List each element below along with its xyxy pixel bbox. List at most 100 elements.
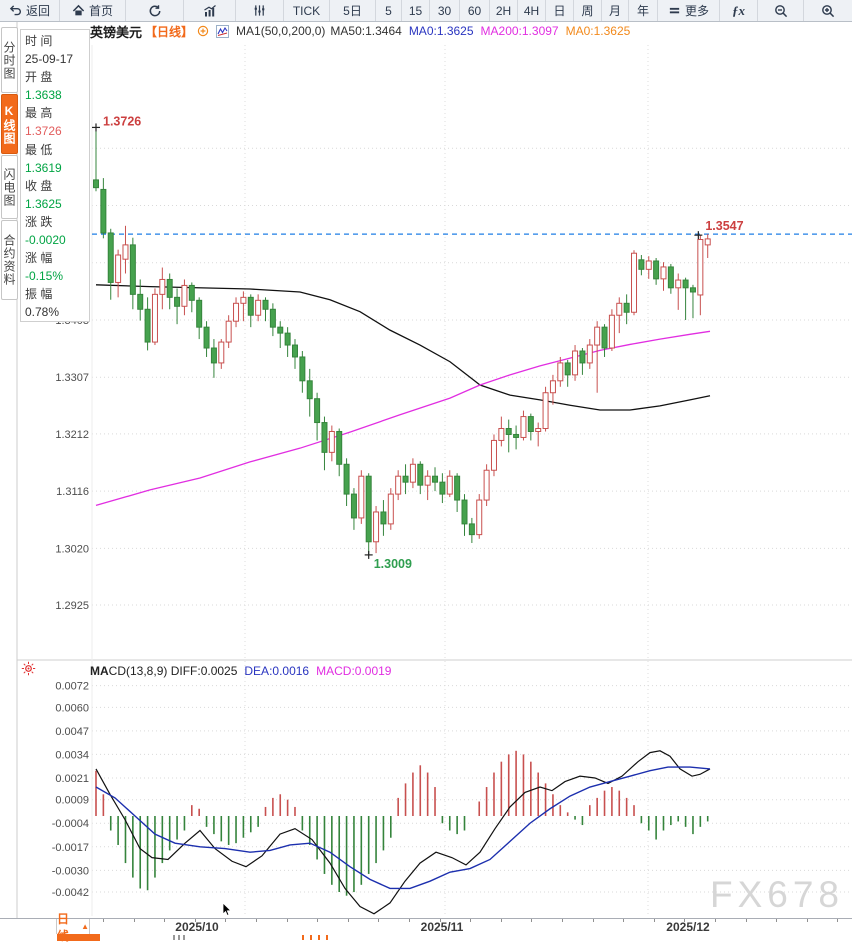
period-month-button[interactable]: 月 [602, 0, 629, 21]
svg-text:-0.0004: -0.0004 [52, 818, 89, 830]
chart-header: 英镑美元 【日线】 MA1(50,0,200,0) MA50:1.3464 MA… [90, 23, 631, 40]
period-30m-button[interactable]: 30 [430, 0, 460, 21]
time-axis-label: 2025/12 [666, 920, 710, 934]
time-axis-tick [195, 919, 196, 922]
zoom-out-button[interactable] [758, 0, 804, 21]
sidebar-tab-label: 合约资料 [2, 234, 16, 286]
period-day-button[interactable]: 日 [546, 0, 574, 21]
add-indicator-icon[interactable] [197, 25, 209, 37]
candles-group [93, 127, 711, 555]
period-4h-label: 4H [523, 3, 540, 18]
bottom-panel-partial [57, 934, 100, 941]
back-button[interactable]: 返回 [0, 0, 60, 21]
fx-icon: ƒx [732, 2, 745, 18]
svg-text:1.3726: 1.3726 [103, 114, 141, 128]
sidebar-tab-timeshare[interactable]: 分时图 [1, 27, 18, 93]
info-value: -0.0020 [25, 233, 66, 248]
diff-line [95, 750, 711, 915]
svg-text:1.3307: 1.3307 [55, 372, 89, 384]
period-month-label: 月 [608, 4, 621, 18]
macd-macd-value: MACD:0.0019 [316, 664, 392, 678]
refresh-button[interactable] [126, 0, 184, 21]
ma200-line [95, 330, 711, 507]
ma0-value-blue: MA0:1.3625 [408, 24, 474, 38]
indicator-config-icon[interactable] [21, 661, 36, 681]
svg-text:0.0060: 0.0060 [55, 702, 89, 714]
ma50-value: MA50:1.3464 [330, 24, 402, 38]
menu-icon [669, 7, 680, 14]
period-60m-label: 60 [467, 3, 482, 18]
time-axis-tick [378, 919, 379, 922]
info-value: 1.3726 [25, 124, 62, 139]
sidebar-tab-kline[interactable]: K线图 [1, 94, 18, 154]
period-day-label: 日 [553, 4, 566, 18]
period-5d-label: 5日 [343, 4, 362, 18]
dea-line [95, 766, 711, 890]
chevron-up-icon: ▲ [81, 922, 89, 931]
time-axis-tick [103, 919, 104, 922]
info-value: 1.3619 [25, 160, 62, 175]
period-tag: 【日线】 [145, 24, 194, 39]
time-axis-tick [654, 919, 655, 922]
svg-text:1.3116: 1.3116 [56, 486, 89, 498]
info-value: 1.3625 [25, 196, 62, 211]
macd-histogram [95, 750, 709, 896]
back-label: 返回 [25, 4, 50, 18]
time-axis-label: 2025/10 [175, 920, 219, 934]
chart-type-button[interactable] [184, 0, 236, 21]
back-icon [9, 5, 21, 16]
more-label: 更多 [684, 4, 709, 18]
svg-text:1.3212: 1.3212 [55, 429, 89, 441]
period-selector[interactable]: 日线 ▲ [56, 912, 90, 943]
period-2h-button[interactable]: 2H [490, 0, 518, 21]
bottom-panel-mark [302, 935, 304, 940]
info-value: -0.15% [25, 269, 64, 284]
time-axis-tick [164, 919, 165, 922]
period-year-button[interactable]: 年 [629, 0, 658, 21]
sidebar-tab-contract-info[interactable]: 合约资料 [1, 220, 18, 300]
formula-button[interactable]: ƒx [720, 0, 758, 21]
dividers [16, 22, 852, 918]
bottom-panel-mark [310, 935, 312, 940]
time-axis-bar: 日线 ▲ 2025/10 2025/11 2025/12 [0, 912, 852, 943]
time-axis-tick [531, 919, 532, 922]
svg-text:0.0047: 0.0047 [55, 726, 89, 738]
ma-settings-label: MA1(50,0,200,0) [236, 24, 326, 38]
time-axis-tick [715, 919, 716, 922]
toolbar: 返回 首页 TICK 5日 5 15 30 60 2H 4H 日 周 月 年 更… [0, 0, 852, 22]
info-label: 涨 幅 [25, 251, 53, 266]
time-axis-tick [623, 919, 624, 922]
tick-period-button[interactable]: TICK [284, 0, 330, 21]
zoom-in-button[interactable] [804, 0, 852, 21]
macd-dea-value: DEA:0.0016 [244, 664, 310, 678]
time-axis-label: 2025/11 [420, 920, 464, 934]
sidebar-tab-label: 闪电图 [2, 167, 16, 207]
indicator-settings-button[interactable] [236, 0, 284, 21]
mini-chart-icon[interactable] [216, 24, 230, 38]
sidebar-tab-label: K线图 [2, 103, 16, 145]
bottom-panel-mark [318, 935, 320, 940]
symbol-name: 英镑美元 [90, 24, 143, 40]
period-2h-label: 2H [495, 3, 512, 18]
sidebar-tab-lightning[interactable]: 闪电图 [1, 155, 18, 219]
period-5d-button[interactable]: 5日 [330, 0, 376, 21]
time-axis-tick [134, 919, 135, 922]
period-5m-button[interactable]: 5 [376, 0, 402, 21]
macd-header: MA CD(13,8,9) DIFF:0.0025 DEA:0.0016 MACD… [90, 663, 391, 679]
period-15m-button[interactable]: 15 [402, 0, 430, 21]
macd-diff-value: CD(13,8,9) DIFF:0.0025 [108, 664, 238, 678]
svg-text:0.0009: 0.0009 [55, 795, 89, 807]
info-label: 振 幅 [25, 287, 53, 302]
svg-text:1.3020: 1.3020 [55, 543, 89, 555]
period-week-button[interactable]: 周 [574, 0, 602, 21]
more-button[interactable]: 更多 [658, 0, 720, 21]
home-button[interactable]: 首页 [60, 0, 126, 21]
period-60m-button[interactable]: 60 [460, 0, 490, 21]
macd-params: MA CD(13,8,9) DIFF:0.0025 [90, 664, 237, 678]
refresh-icon [149, 4, 160, 16]
home-label: 首页 [88, 4, 113, 18]
period-4h-button[interactable]: 4H [518, 0, 546, 21]
ma0-value-orange: MA0:1.3625 [565, 24, 631, 38]
